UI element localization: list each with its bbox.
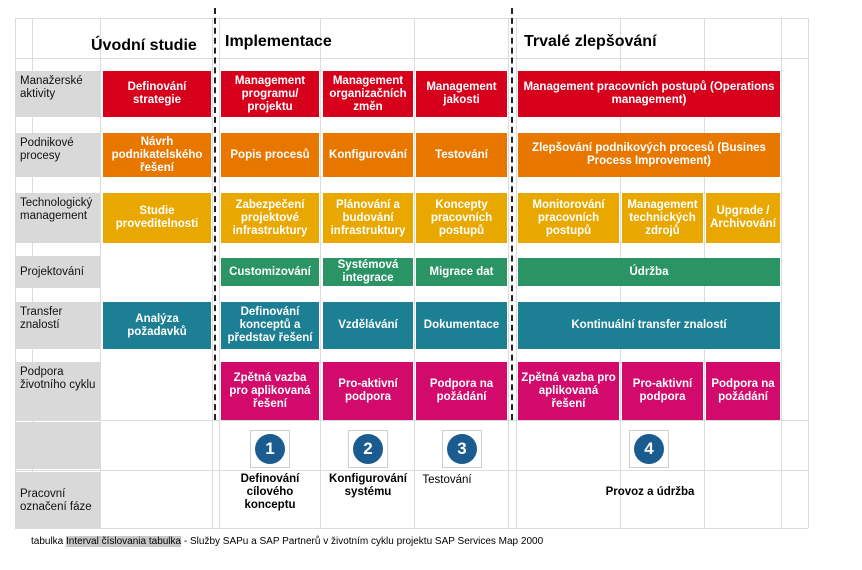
row-label-projecting: Projektování (15, 256, 100, 288)
row-label-processes: Podnikové procesy (15, 133, 100, 177)
step-number-1: 1 (255, 434, 285, 464)
cell-requirements-analysis: Analýza požadavků (103, 302, 211, 349)
cell-workflow-concepts: Koncepty pracovních postupů (416, 193, 507, 243)
cell-support-on-demand-improvement: Podpora na požádání (706, 362, 780, 420)
phase-divider (511, 8, 513, 420)
caption-prefix: tabulka (31, 536, 67, 547)
cell-technical-resources: Management technických zdrojů (622, 193, 703, 243)
step-badge-3: 3 (442, 430, 482, 468)
grid-line (508, 18, 509, 528)
cell-maintenance: Údržba (518, 258, 780, 286)
cell-workflow-monitoring: Monitorování pracovních postupů (518, 193, 619, 243)
step-number-3: 3 (447, 434, 477, 464)
row-label-management: Manažerské aktivity (15, 71, 100, 117)
cell-process-improvement: Zlepšování podnikových procesů (Busines … (518, 133, 780, 177)
phase-divider (214, 8, 216, 420)
cell-define-strategy: Definování strategie (103, 71, 211, 117)
cell-support-on-demand: Podpora na požádání (416, 362, 507, 420)
row-label-empty (15, 422, 100, 469)
cell-data-migration: Migrace dat (416, 258, 507, 286)
cell-testing: Testování (416, 133, 507, 177)
cell-infrastructure-planning: Plánování a budování infrastruktury (323, 193, 413, 243)
cell-system-integration: Systémová integrace (323, 258, 413, 286)
cell-continuous-knowledge-transfer: Kontinuální transfer znalostí (518, 302, 780, 349)
grid-line (212, 18, 213, 528)
cell-upgrade-archiving: Upgrade / Archivování (706, 193, 780, 243)
caption-suffix: - Služby SAPu a SAP Partnerů v životním … (181, 536, 544, 547)
phase-header-implementation: Implementace (225, 33, 332, 50)
cell-feedback-improvement: Zpětná vazba pro aplikovaná řešení (518, 362, 619, 420)
step-label-1: Definování cílového konceptu (240, 473, 300, 511)
grid-line (414, 18, 415, 528)
step-label-4: Provoz a údržba (605, 486, 695, 498)
grid-line (320, 18, 321, 528)
phase-header-improvement: Trvalé zlepšování (524, 33, 657, 50)
grid-line (781, 18, 782, 528)
cell-solution-concepts: Definování konceptů a představ řešení (221, 302, 319, 349)
cell-customizing: Customizování (221, 258, 319, 286)
step-badge-4: 4 (629, 430, 669, 468)
grid-line (100, 18, 101, 528)
cell-proactive-support-improvement: Pro-aktivní podpora (622, 362, 703, 420)
figure-caption: tabulka Interval číslovania tabulka - Sl… (31, 536, 543, 547)
grid-line (15, 528, 808, 529)
phase-header-study: Úvodní studie (91, 37, 197, 54)
cell-feedback: Zpětná vazba pro aplikovaná řešení (221, 362, 319, 420)
cell-program-management: Management programu/ projektu (221, 71, 319, 117)
cell-configuration: Konfigurování (323, 133, 413, 177)
cell-training: Vzdělávání (323, 302, 413, 349)
cell-quality-management: Management jakosti (416, 71, 507, 117)
row-label-phase: Pracovní označení fáze (15, 472, 100, 528)
cell-business-solution: Návrh podnikatelského řešení (103, 133, 211, 177)
grid-line (15, 58, 808, 59)
step-number-4: 4 (634, 434, 664, 464)
row-label-technology: Technologický management (15, 193, 100, 243)
cell-project-infrastructure: Zabezpečení projektové infrastruktury (221, 193, 319, 243)
step-label-2: Konfigurování systému (329, 473, 407, 498)
row-label-knowledge: Transfer znalostí (15, 302, 100, 349)
grid-line (808, 18, 809, 528)
cell-feasibility-study: Studie proveditelnosti (103, 193, 211, 243)
step-badge-2: 2 (348, 430, 388, 468)
grid-line (516, 18, 517, 528)
cell-process-description: Popis procesů (221, 133, 319, 177)
grid-line (219, 18, 220, 528)
grid-line (15, 18, 808, 19)
step-label-3: Testování (422, 474, 472, 486)
cell-documentation: Dokumentace (416, 302, 507, 349)
row-label-support: Podpora životního cyklu (15, 362, 100, 420)
step-number-2: 2 (353, 434, 383, 464)
cell-proactive-support: Pro-aktivní podpora (323, 362, 413, 420)
cell-change-management: Management organizačních změn (323, 71, 413, 117)
cell-operations-management: Management pracovních postupů (Operation… (518, 71, 780, 117)
grid-line (15, 420, 808, 421)
caption-highlight: Interval číslovania tabulka (66, 536, 182, 547)
grid-line (15, 470, 808, 471)
step-badge-1: 1 (250, 430, 290, 468)
